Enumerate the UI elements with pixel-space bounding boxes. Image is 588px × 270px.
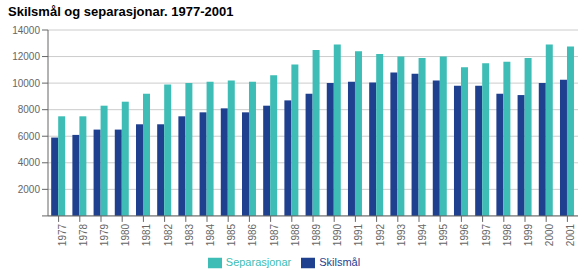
- svg-text:1987: 1987: [269, 223, 280, 246]
- svg-text:2001: 2001: [566, 223, 577, 246]
- svg-text:1989: 1989: [311, 223, 322, 246]
- svg-text:1994: 1994: [417, 223, 428, 246]
- svg-text:1985: 1985: [226, 223, 237, 246]
- html-text:Skilsmål og separasjonar. 1977: Skilsmål og separasjonar. 1977-2001: [8, 4, 234, 19]
- html-text:Separasjonar: Separasjonar: [225, 255, 292, 268]
- svg-text:2000: 2000: [18, 184, 41, 195]
- svg-text:12000: 12000: [12, 51, 40, 62]
- svg-text:10000: 10000: [12, 78, 40, 89]
- html-text:Skilsmål: Skilsmål: [319, 255, 361, 268]
- svg-text:2000: 2000: [544, 223, 555, 246]
- svg-text:4000: 4000: [18, 157, 41, 168]
- svg-text:1998: 1998: [502, 223, 513, 246]
- svg-text:6000: 6000: [18, 131, 41, 142]
- svg-text:1979: 1979: [99, 223, 110, 246]
- svg-text:1993: 1993: [396, 223, 407, 246]
- svg-text:1978: 1978: [78, 223, 89, 246]
- svg-text:1990: 1990: [332, 223, 343, 246]
- svg-text:1999: 1999: [523, 223, 534, 246]
- svg-text:8000: 8000: [18, 104, 41, 115]
- svg-text:1997: 1997: [481, 223, 492, 246]
- svg-text:1983: 1983: [184, 223, 195, 246]
- svg-text:1984: 1984: [205, 223, 216, 246]
- svg-text:1991: 1991: [354, 223, 365, 246]
- svg-text:14000: 14000: [12, 25, 40, 36]
- svg-text:1995: 1995: [438, 223, 449, 246]
- svg-text:1992: 1992: [375, 223, 386, 246]
- svg-text:1988: 1988: [290, 223, 301, 246]
- svg-text:1977: 1977: [57, 223, 68, 246]
- svg-text:1982: 1982: [163, 223, 174, 246]
- svg-text:1981: 1981: [142, 223, 153, 246]
- svg-text:1986: 1986: [248, 223, 259, 246]
- svg-text:1996: 1996: [460, 223, 471, 246]
- svg-text:1980: 1980: [120, 223, 131, 246]
